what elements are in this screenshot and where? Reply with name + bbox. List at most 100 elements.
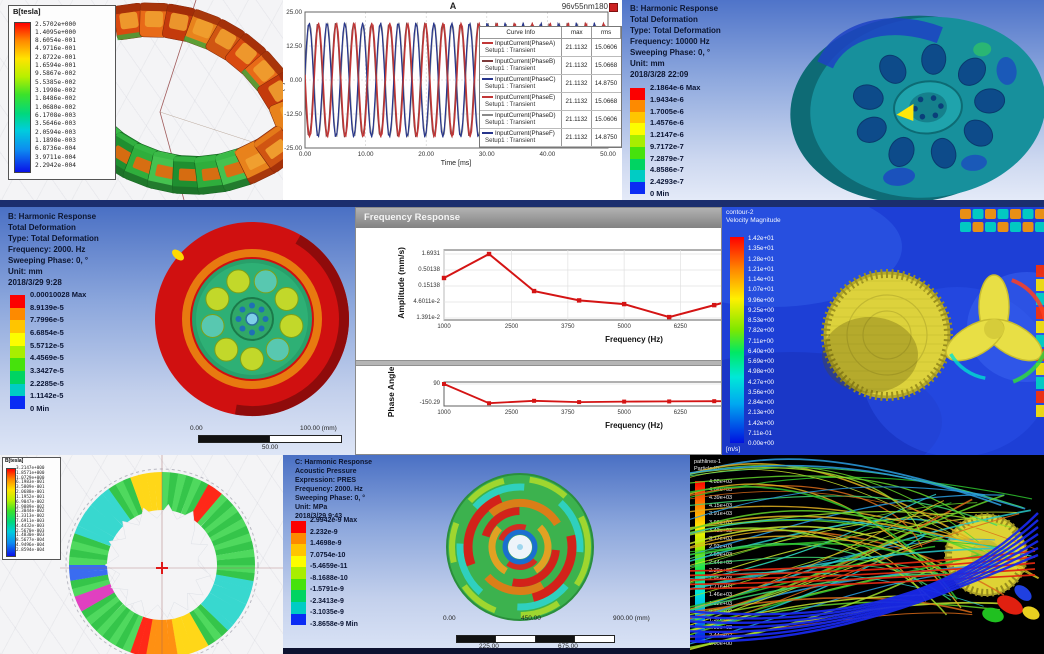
- phase-x-tick: 5000: [617, 410, 631, 416]
- amp-x-tick: 6250: [673, 324, 688, 330]
- color-band: [10, 320, 25, 334]
- curve-max: 21.1132: [562, 75, 592, 92]
- legend-header-cell: max: [562, 27, 593, 38]
- colorbar-label: 2.44e+03: [709, 560, 733, 566]
- color-band: [630, 158, 645, 171]
- legend-colorbar: [6, 468, 16, 557]
- colorbar-label: 6.40e+00: [748, 347, 774, 355]
- color-band: [630, 146, 645, 159]
- panel-header-line: Unit: mm: [630, 59, 665, 68]
- ruler-label: 225.00: [479, 643, 499, 650]
- rotor-field-canvas: [60, 455, 283, 654]
- legend-header-cell: Curve Info: [480, 27, 563, 38]
- ruler-bar: [456, 635, 498, 643]
- colorbar-label: 1.71e+03: [709, 584, 733, 591]
- colorbar-label: 4.39e+03: [709, 495, 733, 502]
- colorbar-label: 0.00e+00: [709, 641, 733, 647]
- curve-sub: Setup1 : Transient: [485, 47, 536, 54]
- legend-value: 6.9047e-002: [16, 499, 45, 505]
- acoustic-pressure-view[interactable]: C: Harmonic Response Acoustic Pressure Exp…: [283, 455, 690, 654]
- particle-pathlines-view[interactable]: pathlines-1 Particle ID 4.88e+03 4.64e+03 4.…: [690, 455, 1044, 654]
- colorbar-label: 9.7172e-7: [650, 141, 684, 151]
- panel-header-line: B: Harmonic Response: [8, 212, 97, 221]
- colorbar-label: -2.3413e-9: [310, 597, 344, 605]
- ruler-label: 0.00: [443, 615, 456, 622]
- maxwell-field-view[interactable]: B[tesla] 2.5702e+000 1.4095e+000 8.6054e-00…: [0, 0, 283, 200]
- curve-color-sample: [482, 132, 493, 135]
- colorbar-label: 9.77e+02: [709, 608, 733, 615]
- color-band: [630, 123, 645, 136]
- colorbar-label: 7.11e+00: [748, 337, 774, 345]
- harmonic-response-10000hz-view[interactable]: B: Harmonic Response Total Deformation Typ…: [622, 0, 1044, 200]
- colorbar-label: 3.17e+03: [709, 535, 733, 542]
- phase-x-tick: 6250: [673, 410, 688, 416]
- colorbar-label: 7.0754e-10: [310, 551, 346, 559]
- color-band: [630, 135, 645, 147]
- panel-header-line: Sweeping Phase: 0, °: [295, 495, 366, 502]
- colorbar-label: 3.66e+03: [709, 519, 733, 526]
- legend-value: 3.9711e-004: [35, 153, 76, 161]
- phase-x-axis-label: Frequency (Hz): [605, 421, 663, 430]
- curve-name-cell: InputCurrent(PhaseA) Setup1 : Transient: [480, 39, 562, 56]
- amp-y-tick: 4.6011e-2: [413, 298, 440, 305]
- bottom-strip: [283, 648, 690, 654]
- plot-title: A: [449, 1, 457, 11]
- panel-header-line: 2018/3/29 9:28: [8, 278, 62, 287]
- amp-y-tick: 0.50138: [418, 266, 440, 273]
- harmonic-response-2000hz-view[interactable]: B: Harmonic Response Total Deformation Typ…: [0, 207, 355, 455]
- colorbar-label: 0.00010028 Max: [30, 290, 87, 299]
- flywheel-canvas: [790, 15, 1044, 200]
- y-tick: -25.00: [284, 144, 302, 152]
- panel-header-line: Sweeping Phase: 0, °: [8, 256, 89, 265]
- curve-name-cell: InputCurrent(PhaseD) Setup1 : Transient: [480, 111, 562, 128]
- field-legend: B[tesla] 3.2147e+000 1.8571e+000 1.0729e+00…: [2, 457, 61, 560]
- panel-header-line: Total Deformation: [630, 15, 698, 24]
- phase-y-tick: -150.29: [419, 399, 440, 406]
- ruler-label: 900.00 (mm): [613, 615, 650, 622]
- ruler-label: 450.00: [521, 615, 541, 622]
- legend-value: 6.8736e-004: [35, 145, 76, 153]
- window-title: Frequency Response: [364, 212, 461, 223]
- legend-header-row: Curve Info max rms: [480, 27, 621, 39]
- window-titlebar[interactable]: Frequency Response: [356, 208, 721, 228]
- phase-y-axis-label: Phase Angle: [386, 366, 397, 418]
- ruler-label: 0.00: [190, 425, 203, 432]
- curve-rms: 15.0606: [594, 44, 618, 51]
- legend-row: InputCurrent(PhaseF) Setup1 : Transient 21…: [480, 129, 621, 147]
- legend-value: 1.4095e+000: [35, 28, 76, 36]
- legend-value: 3.5809e-001: [16, 485, 45, 491]
- transient-current-plot[interactable]: A 96v55nm180 25.00 12.50 0.00 -12.50 -25.00 0…: [283, 0, 622, 200]
- colorbar-label: 2.9942e-9 Max: [310, 517, 358, 524]
- colorbar-label: 3.91e+03: [709, 511, 733, 518]
- colorbar-label: 7.7996e-5: [30, 315, 64, 325]
- curve-sub: Setup1 : Transient: [485, 119, 536, 126]
- phase-x-tick: 2500: [504, 410, 519, 416]
- curve-max: 21.1132: [562, 39, 592, 56]
- panel-header-line: B: Harmonic Response: [630, 4, 719, 13]
- curve-sub: Setup1 : Transient: [485, 101, 536, 108]
- legend-value: 1.0729e+000: [16, 475, 45, 481]
- curve-sub: Setup1 : Transient: [485, 65, 536, 72]
- frequency-response-window[interactable]: Frequency Response 1.6931 0.50138 0.15138 4…: [355, 207, 722, 455]
- legend-colorband: [630, 88, 645, 195]
- color-band: [291, 578, 306, 591]
- pathlines-title-line: Particle ID: [694, 466, 720, 472]
- colorbar-label: 0.00e+00: [748, 440, 774, 447]
- legend-value: 8.6054e-001: [35, 37, 76, 45]
- legend-value: 1.1898e-003: [35, 136, 76, 144]
- amp-y-tick: 1.6931: [421, 250, 440, 257]
- color-band: [291, 567, 306, 579]
- panel-header-line: Frequency: 2000. Hz: [295, 486, 363, 493]
- panel-header-line: Unit: mm: [8, 267, 43, 276]
- color-band: [630, 99, 645, 112]
- ruler-label: 50.00: [261, 444, 279, 451]
- rotor-field-view[interactable]: B[tesla] 3.2147e+000 1.8571e+000 1.0729e+00…: [0, 455, 283, 654]
- colorbar-label: 2.44e+02: [709, 632, 733, 639]
- color-band: [291, 544, 306, 556]
- colorbar-label: 0 Min: [650, 189, 670, 199]
- color-band: [291, 590, 306, 602]
- velocity-contour-view[interactable]: contour-2 Velocity Magnitude 1.42e+01 1.35e…: [722, 207, 1044, 455]
- colorbar-label: 4.27e+00: [748, 378, 774, 386]
- curve-rms: 15.0606: [594, 116, 618, 123]
- curve-max: 21.1132: [562, 93, 592, 110]
